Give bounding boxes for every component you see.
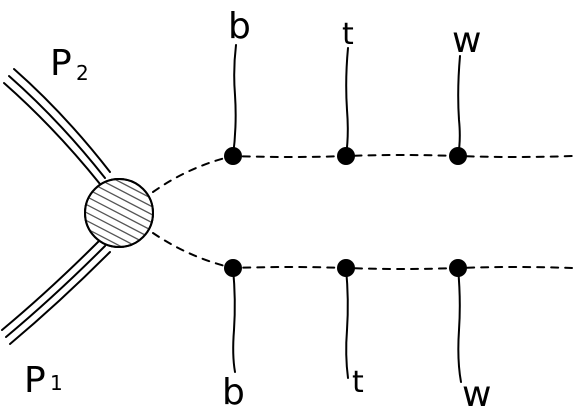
label-p2-subscript: 2 bbox=[76, 61, 89, 85]
label-p2: P bbox=[50, 43, 72, 84]
upper-propagator-line bbox=[152, 154, 573, 193]
vertex-bottom-t bbox=[337, 259, 355, 277]
propagator-lines bbox=[152, 154, 573, 270]
vertices bbox=[224, 147, 467, 277]
label-top-w: w bbox=[452, 20, 481, 61]
vertex-top-w bbox=[449, 147, 467, 165]
label-bottom-t: t bbox=[352, 365, 364, 400]
label-bottom-w: w bbox=[462, 374, 491, 415]
incoming-proton-p1-lines bbox=[1, 239, 111, 345]
incoming-proton-p2-lines bbox=[3, 68, 111, 185]
lower-propagator-line bbox=[152, 232, 573, 270]
interaction-blob bbox=[84, 178, 154, 248]
label-top-t: t bbox=[342, 17, 354, 52]
vertex-bottom-b bbox=[224, 259, 242, 277]
vertex-top-b bbox=[224, 147, 242, 165]
vertex-bottom-w bbox=[449, 259, 467, 277]
upper-legs bbox=[232, 44, 461, 157]
label-p1: P bbox=[24, 360, 46, 401]
label-bottom-b: b bbox=[222, 372, 245, 413]
lower-legs bbox=[232, 267, 462, 383]
vertex-top-t bbox=[337, 147, 355, 165]
label-top-b: b bbox=[228, 6, 251, 47]
label-p1-subscript: 1 bbox=[50, 371, 63, 395]
